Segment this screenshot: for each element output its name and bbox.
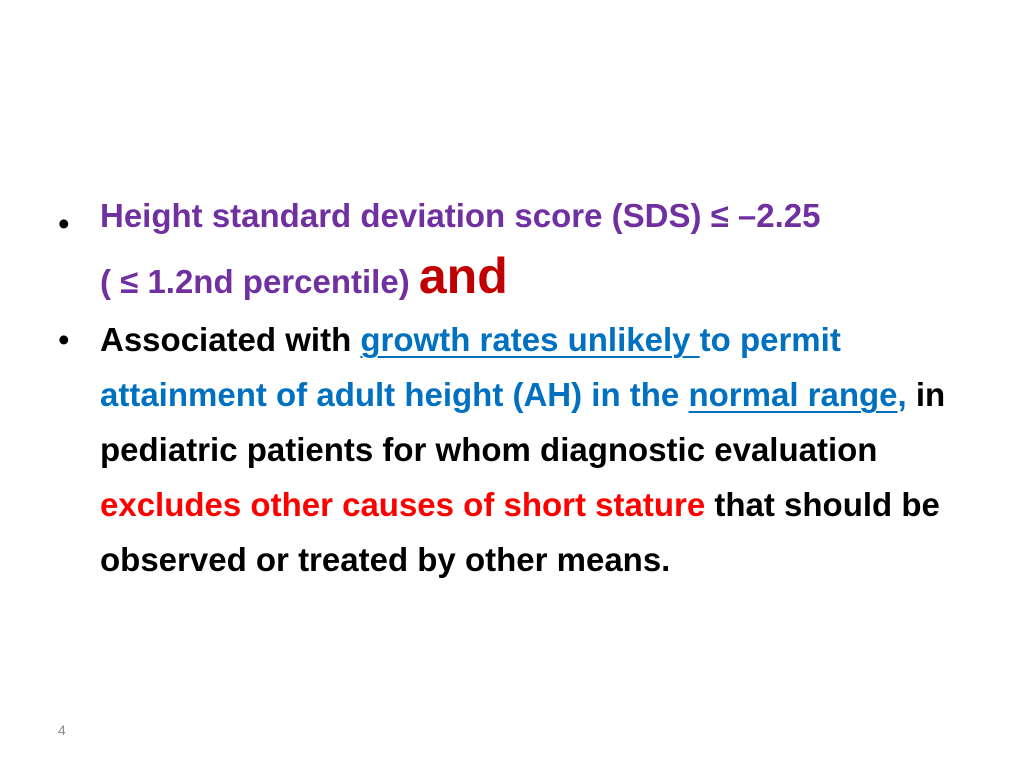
bullet1-line2: ( ≤ 1.2nd percentile)	[100, 263, 410, 300]
page-number: 4	[58, 722, 66, 738]
growth-rates-link[interactable]: growth rates unlikely	[360, 321, 700, 358]
normal-range-link[interactable]: normal range	[688, 376, 898, 413]
bullet-dot: •	[58, 321, 70, 358]
bullet-item-height-sds: • Height standard deviation score (SDS) …	[56, 186, 976, 312]
bullet2-mid: in pediatric patients for whom diagnosti…	[100, 376, 946, 468]
bullet-item-growth-rates: • Associated with growth rates unlikely …	[56, 312, 976, 587]
bullet-dot: •	[58, 205, 70, 242]
bullet2-comma: ,	[897, 376, 907, 413]
bullet2-tail: that should be observed or treated by ot…	[100, 486, 940, 578]
slide-body: • Height standard deviation score (SDS) …	[56, 186, 976, 587]
and-connector: and	[418, 248, 508, 304]
bullet1-line1: Height standard deviation score (SDS) ≤ …	[100, 197, 821, 234]
bullet2-red-text: excludes other causes of short stature	[100, 486, 706, 523]
bullet2-lead: Associated with	[100, 321, 361, 358]
bullet2-blue-text: to permit attainment of adult height (AH…	[100, 321, 841, 413]
bullet1-line2-wrap: ( ≤ 1.2nd percentile) and	[100, 246, 976, 312]
